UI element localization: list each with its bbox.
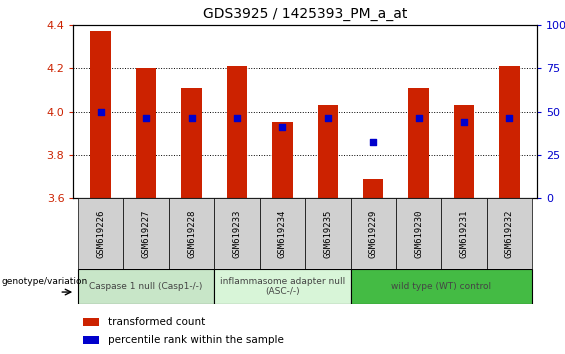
Text: GSM619228: GSM619228 [187, 210, 196, 258]
Bar [408, 88, 429, 198]
Text: inflammasome adapter null
(ASC-/-): inflammasome adapter null (ASC-/-) [220, 277, 345, 296]
Bar [499, 66, 520, 198]
Text: GSM619234: GSM619234 [278, 210, 287, 258]
Bar [260, 198, 305, 269]
Point [414, 115, 423, 121]
Bar [396, 198, 441, 269]
Text: GSM619231: GSM619231 [459, 210, 468, 258]
Bar [169, 198, 214, 269]
Point [369, 139, 378, 145]
Title: GDS3925 / 1425393_PM_a_at: GDS3925 / 1425393_PM_a_at [203, 7, 407, 21]
Bar [318, 105, 338, 198]
Bar [454, 105, 474, 198]
Point [232, 115, 241, 121]
Text: GSM619232: GSM619232 [505, 210, 514, 258]
Bar [363, 179, 384, 198]
Bar [350, 198, 396, 269]
Text: Caspase 1 null (Casp1-/-): Caspase 1 null (Casp1-/-) [89, 282, 203, 291]
Bar [78, 198, 123, 269]
Bar [227, 66, 247, 198]
Point [459, 120, 468, 125]
Bar [123, 198, 169, 269]
Text: wild type (WT) control: wild type (WT) control [392, 282, 492, 291]
Bar [305, 198, 350, 269]
Point [505, 115, 514, 121]
Text: percentile rank within the sample: percentile rank within the sample [108, 335, 284, 344]
Bar [487, 198, 532, 269]
Bar [78, 269, 214, 304]
Point [142, 115, 151, 121]
Text: GSM619229: GSM619229 [369, 210, 378, 258]
Point [187, 115, 196, 121]
Bar [82, 336, 99, 344]
Bar [350, 269, 532, 304]
Bar [214, 269, 350, 304]
Bar [136, 68, 157, 198]
Bar [214, 198, 260, 269]
Bar [82, 318, 99, 326]
Text: genotype/variation: genotype/variation [2, 277, 88, 286]
Point [323, 115, 332, 121]
Text: GSM619227: GSM619227 [142, 210, 151, 258]
Text: GSM619235: GSM619235 [323, 210, 332, 258]
Point [96, 109, 105, 114]
Text: transformed count: transformed count [108, 317, 206, 327]
Bar [272, 122, 293, 198]
Text: GSM619226: GSM619226 [96, 210, 105, 258]
Text: GSM619230: GSM619230 [414, 210, 423, 258]
Bar [441, 198, 487, 269]
Bar [181, 88, 202, 198]
Text: GSM619233: GSM619233 [232, 210, 241, 258]
Bar [90, 31, 111, 198]
Point [278, 124, 287, 130]
